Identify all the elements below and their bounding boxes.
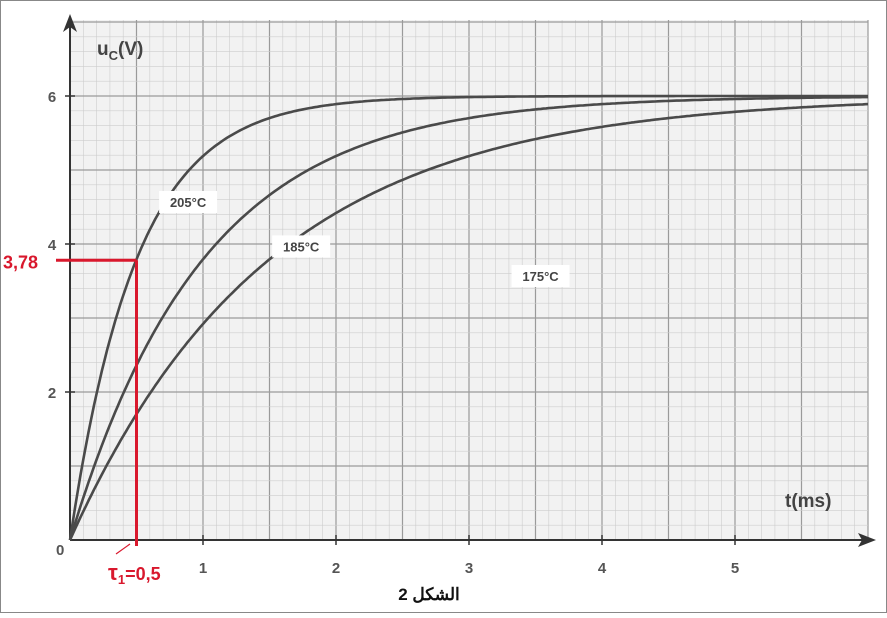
curve-175c [68,102,869,541]
x-axis-label: t(ms) [785,491,831,512]
curve-label: 185°C [283,239,320,254]
axes: 1 2 3 4 5 2 4 6 [48,14,876,577]
x-tick-label: 2 [332,560,340,577]
annotation-y-label: 3,78 [3,252,38,272]
annotation-x-label: τ1=0,5 [108,560,161,587]
curve-label-bg [272,235,331,258]
curve-185c [68,95,868,541]
annotation-pointer [115,543,131,555]
curve-205c [68,94,868,541]
labels: 205°C 185°C 175°C [159,191,570,287]
curves [68,94,869,541]
curve-label-bg [511,265,570,287]
y-tick-label: 6 [48,89,56,106]
x-tick-label: 5 [731,560,739,577]
y-axis-arrow [63,14,77,32]
curve-label: 205°C [170,195,207,210]
x-tick-label: 1 [199,560,207,577]
x-tick-label: 3 [465,560,473,577]
curve-label: 175°C [522,269,559,284]
y-tick-label: 2 [48,385,56,402]
x-tick-label: 4 [598,560,607,577]
annotation: 3,78 τ1=0,5 [3,252,161,587]
y-tick-label: 4 [48,237,57,254]
y-axis-label: uC(V) [97,39,143,63]
x-axis-arrow [858,533,876,547]
figure-caption: الشكل 2 [398,585,460,604]
origin-label: 0 [56,542,64,559]
grid [70,20,869,540]
curve-label-bg [159,191,218,213]
